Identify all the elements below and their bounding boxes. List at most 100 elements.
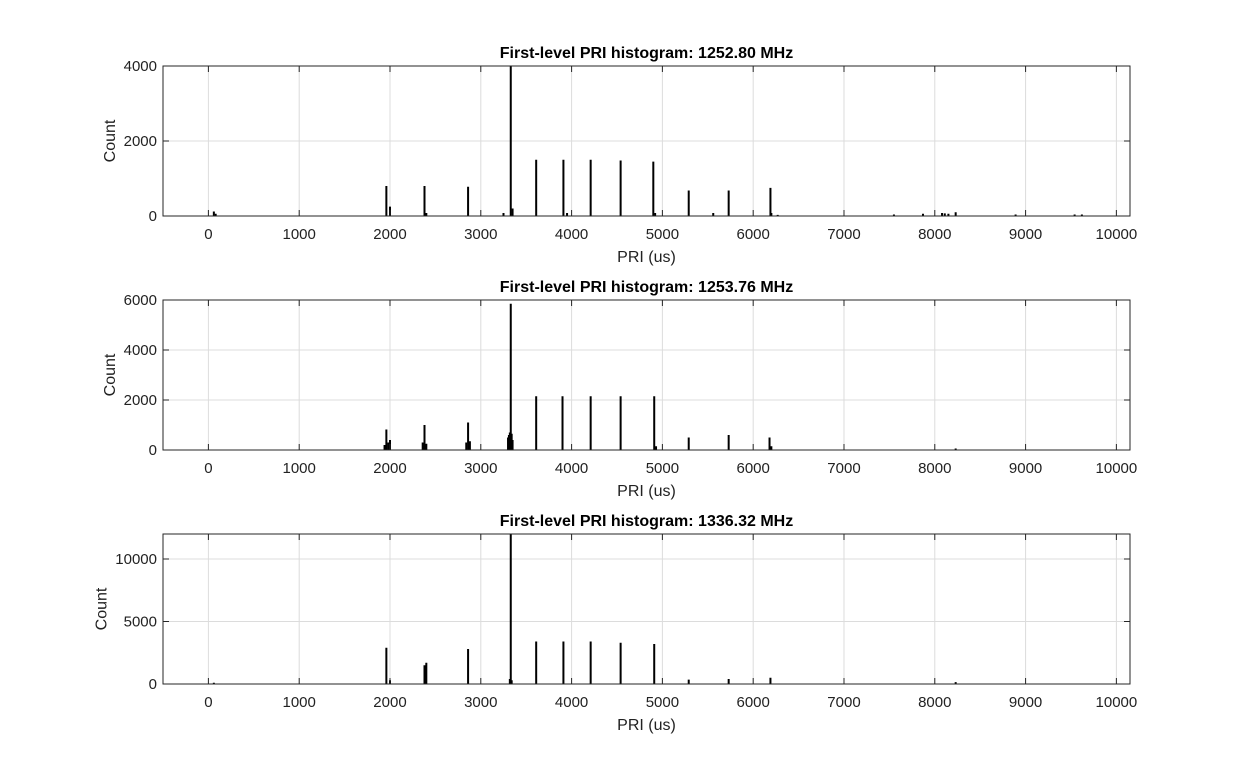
- x-tick-label: 7000: [827, 460, 860, 477]
- x-tick-label: 0: [204, 460, 212, 477]
- x-tick-label: 2000: [373, 694, 406, 711]
- y-tick-label: 2000: [124, 392, 157, 409]
- histogram-bar: [619, 160, 622, 216]
- x-tick-label: 7000: [827, 694, 860, 711]
- histogram-bar: [467, 186, 470, 216]
- x-tick-label: 8000: [918, 460, 951, 477]
- histogram-bar: [465, 442, 468, 450]
- histogram-bar: [535, 159, 538, 216]
- histogram-bar: [654, 213, 657, 216]
- histogram-bar: [561, 396, 564, 450]
- histogram-bar: [589, 396, 592, 450]
- plot-area: [163, 300, 1130, 450]
- histogram-bar: [687, 437, 690, 450]
- x-tick-label: 9000: [1009, 226, 1042, 243]
- histogram-bar: [947, 213, 950, 216]
- y-tick-label: 10000: [115, 551, 157, 568]
- histogram-bar: [770, 213, 773, 216]
- x-tick-label: 3000: [464, 226, 497, 243]
- histogram-bar: [212, 682, 215, 684]
- x-tick-label: 10000: [1096, 694, 1138, 711]
- plot-area: [163, 534, 1130, 684]
- histogram-bar: [1080, 214, 1083, 216]
- histogram-bar: [423, 425, 426, 450]
- histogram-bar: [954, 682, 957, 684]
- histogram-bar: [535, 396, 538, 450]
- x-tick-label: 0: [204, 694, 212, 711]
- axes-box: [162, 299, 1131, 451]
- histogram-bar: [509, 66, 512, 216]
- subplot-3: 0 1000 2000 3000 4000 5000 6000 7000 8000 9000 100…: [94, 513, 1138, 734]
- x-tick-label: 4000: [555, 226, 588, 243]
- x-tick-label: 6000: [737, 226, 770, 243]
- x-axis-label: PRI (us): [617, 717, 676, 734]
- histogram-bar: [892, 214, 895, 216]
- histogram-bar: [769, 677, 772, 684]
- histogram-bar: [467, 422, 470, 450]
- histogram-bar: [511, 208, 514, 216]
- histogram-bar: [385, 647, 388, 684]
- histogram-bar: [510, 680, 513, 684]
- histogram-bar: [770, 446, 773, 450]
- histogram-bar: [687, 190, 690, 216]
- histogram-bar: [423, 186, 426, 216]
- x-tick-label: 9000: [1009, 460, 1042, 477]
- histogram-bar: [385, 429, 388, 450]
- x-tick-label: 7000: [827, 226, 860, 243]
- histogram-bar: [941, 213, 944, 216]
- y-tick-label: 0: [149, 676, 157, 693]
- histogram-bar: [383, 445, 386, 450]
- histogram-bar: [425, 213, 428, 216]
- histogram-bar: [589, 159, 592, 216]
- x-tick-label: 1000: [283, 694, 316, 711]
- histogram-bar: [589, 641, 592, 684]
- x-axis-label: PRI (us): [617, 249, 676, 266]
- histogram-bar: [423, 665, 426, 684]
- y-tick-label: 6000: [124, 292, 157, 309]
- histogram-bar: [509, 534, 512, 684]
- histogram-bar: [768, 437, 771, 450]
- x-tick-label: 6000: [737, 460, 770, 477]
- x-tick-label: 3000: [464, 694, 497, 711]
- histogram-bar: [954, 448, 957, 450]
- x-tick-label: 8000: [918, 694, 951, 711]
- histogram-bar: [653, 396, 656, 450]
- x-tick-label: 0: [204, 226, 212, 243]
- y-axis-label: Count: [102, 119, 119, 162]
- subplot-2: 0 1000 2000 3000 4000 5000 6000 7000 8000 9000 100…: [102, 279, 1137, 500]
- subplot-1: 0 1000 2000 3000 4000 5000 6000 7000 8000 9000 100…: [102, 45, 1137, 266]
- x-tick-label: 9000: [1009, 694, 1042, 711]
- x-tick-label: 4000: [555, 460, 588, 477]
- histogram-bar: [727, 190, 730, 216]
- x-tick-label: 1000: [283, 460, 316, 477]
- histogram-bar: [535, 641, 538, 684]
- histogram-bar: [387, 442, 390, 450]
- x-tick-label: 5000: [646, 226, 679, 243]
- chart-title: First-level PRI histogram: 1252.80 MHz: [500, 45, 793, 62]
- histogram-bar: [943, 213, 946, 216]
- x-tick-label: 8000: [918, 226, 951, 243]
- histogram-bar: [502, 213, 505, 216]
- x-tick-label: 2000: [373, 226, 406, 243]
- x-tick-label: 5000: [646, 694, 679, 711]
- x-tick-label: 6000: [737, 694, 770, 711]
- histogram-bar: [652, 161, 655, 216]
- histogram-bar: [727, 679, 730, 684]
- x-tick-label: 2000: [373, 460, 406, 477]
- histogram-bar: [214, 213, 217, 216]
- x-tick-label: 4000: [555, 694, 588, 711]
- x-tick-label: 5000: [646, 460, 679, 477]
- y-axis-label: Count: [94, 587, 111, 630]
- chart-title: First-level PRI histogram: 1336.32 MHz: [500, 513, 793, 530]
- histogram-bar: [425, 443, 428, 450]
- histogram-bar: [655, 446, 658, 450]
- y-tick-label: 4000: [124, 342, 157, 359]
- x-tick-label: 10000: [1096, 460, 1138, 477]
- histogram-bar: [954, 212, 957, 216]
- histogram-bar: [562, 641, 565, 684]
- histogram-bar: [425, 662, 428, 684]
- histogram-bar: [712, 213, 715, 216]
- axes-box: [162, 533, 1131, 685]
- histogram-bar: [566, 213, 569, 216]
- x-axis-label: PRI (us): [617, 483, 676, 500]
